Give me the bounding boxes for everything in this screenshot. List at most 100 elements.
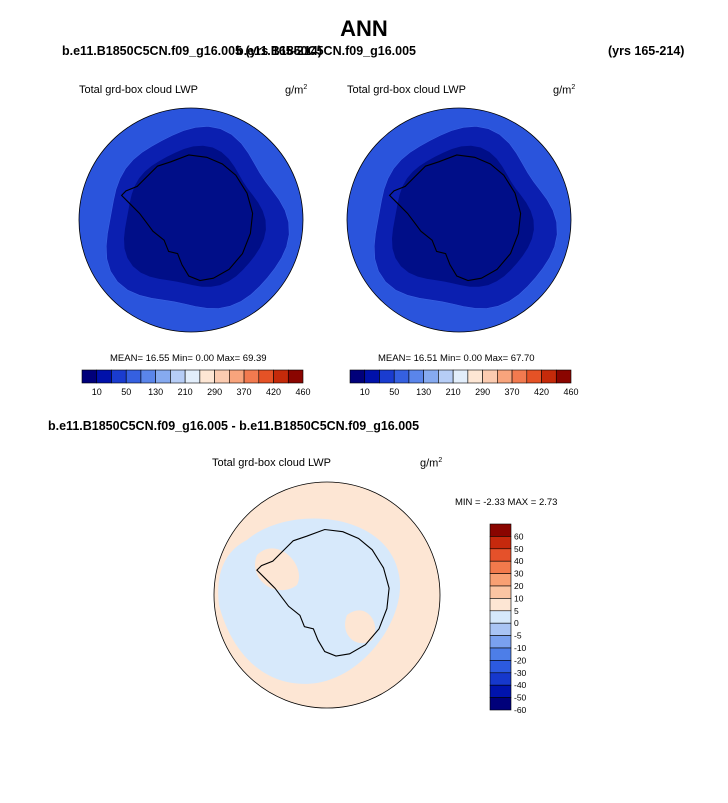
colorbar-swatch (393, 369, 410, 384)
case-left-label: b.e11.B1850C5CN.f09_g16.005 (yrs 165-214… (62, 44, 322, 58)
colorbar-swatch (511, 369, 528, 384)
colorbar-tick-label: 460 (295, 387, 310, 397)
panel2-variable: Total grd-box cloud LWP (347, 84, 467, 96)
colorbar-swatch (423, 369, 439, 384)
colorbar-tick-label: 5 (514, 606, 519, 616)
colorbar-swatch (526, 369, 542, 384)
colorbar-swatch (497, 369, 513, 384)
colorbar-swatch (555, 369, 572, 384)
map-panel-diff (213, 481, 441, 709)
colorbar-swatch (379, 369, 395, 384)
colorbar-swatch (199, 369, 215, 384)
colorbar-swatch (184, 369, 201, 384)
colorbar-swatch (273, 369, 289, 384)
colorbar-swatch (489, 585, 512, 599)
colorbar-tick-label: 60 (514, 531, 524, 541)
colorbar-swatch (140, 369, 156, 384)
coastline (256, 528, 390, 657)
map-panel-1 (78, 107, 304, 333)
colorbar-swatch (229, 369, 245, 384)
coastline (388, 154, 522, 282)
colorbar-tick-label: 290 (475, 387, 490, 397)
colorbar-swatch (111, 369, 127, 384)
colorbar-swatch (482, 369, 498, 384)
colorbar-swatch (489, 684, 512, 698)
colorbar-swatch (489, 536, 512, 550)
colorbar-swatch (489, 548, 512, 562)
colorbar-tick-label: 130 (416, 387, 431, 397)
colorbar-swatch (489, 610, 512, 624)
colorbar-tick-label: 50 (389, 387, 399, 397)
colorbar-tick-label: -5 (514, 631, 522, 641)
colorbar-tick-label: 40 (514, 556, 524, 566)
colorbar-tick-label: 50 (514, 544, 524, 554)
map-inner-band (124, 145, 266, 287)
colorbar-swatch (243, 369, 260, 384)
diff-minmax: MIN = -2.33 MAX = 2.73 (455, 497, 558, 508)
colorbar-tick-label: 30 (514, 569, 524, 579)
colorbar-swatch (489, 573, 512, 587)
coastline (120, 154, 254, 282)
colorbar-swatch (155, 369, 171, 384)
colorbar-tick-label: 0 (514, 618, 519, 628)
colorbar-swatch (489, 560, 512, 574)
colorbar-tick-label: 370 (505, 387, 520, 397)
colorbar-swatch (541, 369, 557, 384)
colorbar-swatch (125, 369, 142, 384)
panel2-units: g/m2 (553, 84, 576, 97)
colorbar-tick-label: -40 (514, 680, 527, 690)
main-title: ANN (340, 16, 388, 41)
colorbar-tick-label: -30 (514, 668, 527, 678)
colorbar-swatch (467, 369, 483, 384)
colorbar-swatch (489, 672, 512, 686)
colorbar-swatch (438, 369, 454, 384)
colorbar-swatch (81, 369, 98, 384)
map-panel-2 (346, 107, 572, 333)
case-right-label: b.e11.B1850C5CN.f09_g16.005 (236, 44, 416, 58)
colorbar-swatch (489, 697, 512, 711)
colorbar-tick-label: 50 (121, 387, 131, 397)
colorbar-swatch (489, 598, 512, 612)
diff-case-label: b.e11.B1850C5CN.f09_g16.005 - b.e11.B185… (48, 419, 420, 433)
map-border (346, 107, 572, 333)
panel1-variable: Total grd-box cloud LWP (79, 84, 199, 96)
colorbar-swatch (287, 369, 304, 384)
colorbar-tick-label: 460 (563, 387, 578, 397)
panel1-units: g/m2 (285, 84, 308, 97)
colorbar-1: 10 50 130 210 290 370 420 460 (81, 369, 311, 397)
years-right-label: (yrs 165-214) (608, 44, 685, 58)
diff-units: g/m2 (420, 457, 443, 470)
map-border (213, 481, 441, 709)
map-border (78, 107, 304, 333)
colorbar-tick-label: 10 (92, 387, 102, 397)
colorbar-tick-label: -10 (514, 643, 527, 653)
colorbar-swatch (408, 369, 424, 384)
colorbar-tick-label: -60 (514, 705, 527, 715)
panel2-stats: MEAN= 16.51 Min= 0.00 Max= 67.70 (378, 353, 535, 364)
colorbar-tick-label: -50 (514, 693, 527, 703)
colorbar-tick-label: 210 (446, 387, 461, 397)
colorbar-swatch (452, 369, 469, 384)
colorbar-swatch (489, 622, 512, 636)
colorbar-swatch (258, 369, 274, 384)
colorbar-swatch (214, 369, 230, 384)
diff-variable: Total grd-box cloud LWP (212, 457, 332, 469)
colorbar-swatch (489, 647, 512, 661)
colorbar-swatch (170, 369, 186, 384)
colorbar-tick-label: 10 (360, 387, 370, 397)
colorbar-tick-label: 290 (207, 387, 222, 397)
panel1-stats: MEAN= 16.55 Min= 0.00 Max= 69.39 (110, 353, 267, 364)
colorbar-swatch (96, 369, 112, 384)
colorbar-tick-label: 130 (148, 387, 163, 397)
colorbar-tick-label: 20 (514, 581, 524, 591)
colorbar-2: 10 50 130 210 290 370 420 460 (349, 369, 579, 397)
colorbar-tick-label: 420 (534, 387, 549, 397)
colorbar-swatch (489, 523, 512, 537)
colorbar-swatch (349, 369, 366, 384)
colorbar-swatch (489, 660, 512, 674)
colorbar-tick-label: 10 (514, 593, 524, 603)
colorbar-tick-label: -20 (514, 655, 527, 665)
colorbar-swatch (489, 635, 512, 649)
